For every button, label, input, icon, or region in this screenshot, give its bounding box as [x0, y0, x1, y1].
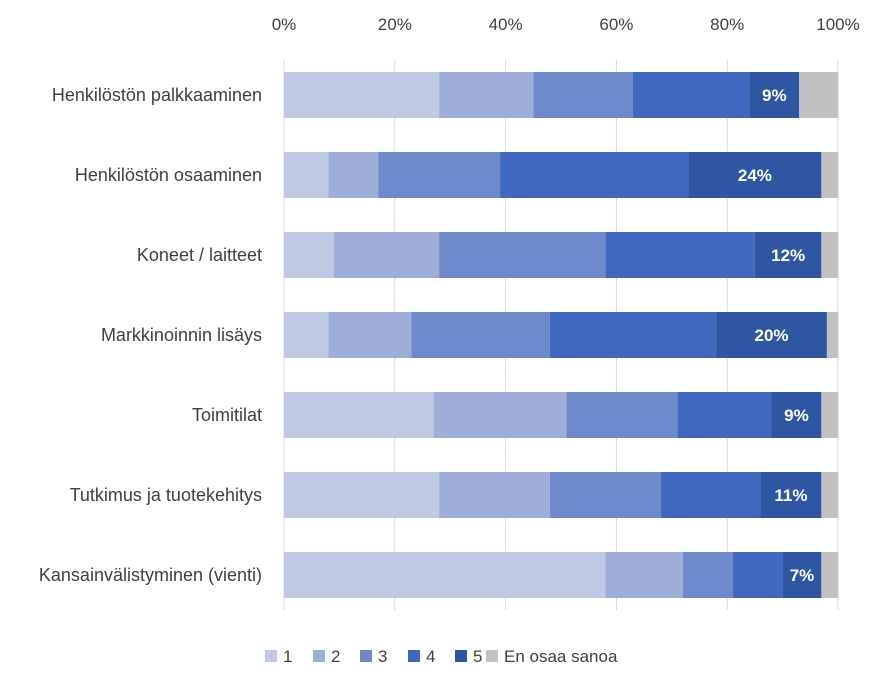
bar-segment-1: [284, 392, 434, 438]
bar-segment-en-osaa-sanoa: [821, 472, 838, 518]
legend-label: 2: [331, 647, 340, 666]
bar-segment-en-osaa-sanoa: [821, 392, 838, 438]
bar-segment-1: [284, 312, 329, 358]
category-label: Toimitilat: [192, 405, 262, 425]
bar-segment-1: [284, 552, 606, 598]
bar-segment-5: [754, 232, 822, 278]
legend-swatch: [265, 650, 277, 662]
bar-segment-en-osaa-sanoa: [821, 232, 838, 278]
bar-segment-5: [771, 392, 822, 438]
category-label: Markkinoinnin lisäys: [101, 325, 262, 345]
x-tick-label: 20%: [378, 15, 412, 34]
bar-segment-5: [782, 552, 822, 598]
bar-segment-en-osaa-sanoa: [821, 152, 838, 198]
legend-swatch: [313, 650, 325, 662]
x-tick-label: 40%: [489, 15, 523, 34]
data-label: 9%: [762, 86, 787, 105]
bar-segment-4: [732, 552, 783, 598]
legend-swatch: [408, 650, 420, 662]
data-label: 7%: [790, 566, 815, 585]
legend-swatch: [486, 650, 498, 662]
data-label: 24%: [738, 166, 772, 185]
category-label: Koneet / laitteet: [137, 245, 262, 265]
bar-segment-5: [749, 72, 800, 118]
bar-segment-4: [660, 472, 761, 518]
bar-segment-3: [411, 312, 550, 358]
x-axis-ticks: 0% 20% 40% 60% 80% 100%: [272, 15, 860, 34]
legend-swatch: [455, 650, 467, 662]
data-label: 11%: [774, 486, 807, 505]
bar-segment-1: [284, 152, 329, 198]
legend-label: En osaa sanoa: [504, 647, 618, 666]
bar-segment-3: [549, 472, 661, 518]
bar-segment-3: [533, 72, 634, 118]
bar-segment-3: [439, 232, 606, 278]
data-labels: 9% 24% 12% 20% 9% 11% 7%: [738, 86, 814, 585]
bar-segment-2: [328, 152, 379, 198]
bar-segment-1: [284, 72, 440, 118]
bar-segment-2: [333, 232, 440, 278]
x-tick-label: 80%: [710, 15, 744, 34]
legend: 1 2 3 4 5 En osaa sanoa: [265, 647, 618, 666]
category-label: Henkilöstön osaaminen: [75, 165, 262, 185]
category-label: Henkilöstön palkkaaminen: [52, 85, 262, 105]
x-tick-label: 0%: [272, 15, 297, 34]
x-tick-label: 60%: [599, 15, 633, 34]
bar-segment-3: [566, 392, 678, 438]
bar-segment-3: [682, 552, 733, 598]
legend-label: 3: [378, 647, 387, 666]
bar-segment-2: [605, 552, 683, 598]
legend-swatch: [360, 650, 372, 662]
legend-label: 5: [473, 647, 482, 666]
data-label: 20%: [755, 326, 789, 345]
bar-segment-2: [439, 72, 534, 118]
bar-segment-5: [760, 472, 822, 518]
legend-label: 1: [283, 647, 292, 666]
x-tick-label: 100%: [816, 15, 859, 34]
legend-label: 4: [426, 647, 435, 666]
bar-segment-5: [688, 152, 822, 198]
bars: [284, 72, 838, 598]
data-label: 12%: [771, 246, 805, 265]
bar-segment-2: [328, 312, 412, 358]
bar-segment-1: [284, 232, 334, 278]
bar-segment-en-osaa-sanoa: [821, 552, 838, 598]
bar-segment-en-osaa-sanoa: [826, 312, 838, 358]
bar-segment-4: [500, 152, 689, 198]
bar-segment-1: [284, 472, 440, 518]
bar-segment-4: [633, 72, 750, 118]
category-label: Tutkimus ja tuotekehitys: [70, 485, 262, 505]
data-label: 9%: [784, 406, 809, 425]
bar-segment-en-osaa-sanoa: [799, 72, 838, 118]
bar-segment-4: [677, 392, 772, 438]
bar-segment-2: [433, 392, 567, 438]
bar-segment-3: [378, 152, 501, 198]
bar-segment-4: [605, 232, 755, 278]
bar-segment-5: [716, 312, 827, 358]
bar-segment-4: [549, 312, 717, 358]
bar-segment-2: [439, 472, 550, 518]
category-label: Kansainvälistyminen (vienti): [39, 565, 262, 585]
category-labels: Henkilöstön palkkaaminen Henkilöstön osaa…: [39, 85, 262, 585]
